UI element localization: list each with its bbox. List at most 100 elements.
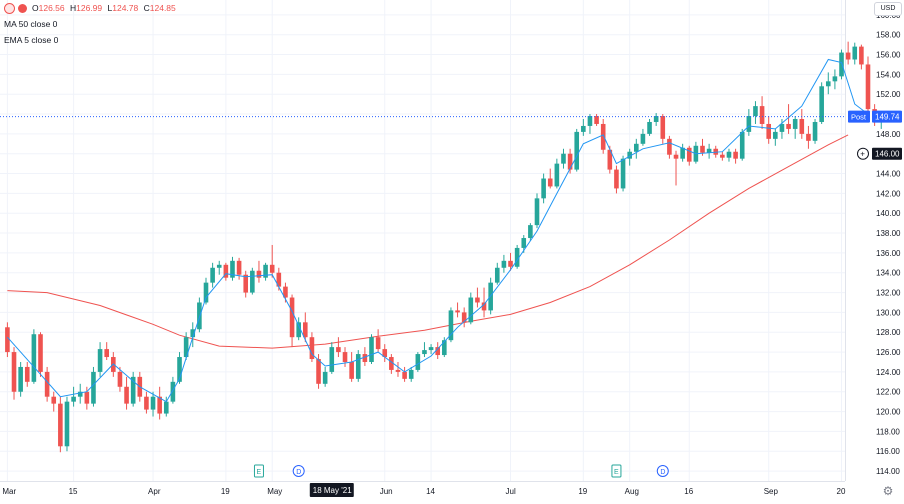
earnings-marker[interactable] <box>611 464 622 478</box>
post-label: Post <box>851 113 867 122</box>
candle-body <box>706 148 712 153</box>
candle-body <box>243 274 249 293</box>
crosshair-price-bg <box>872 147 902 160</box>
candle-body <box>124 386 129 404</box>
x-tick-label: 20 <box>837 487 846 496</box>
candle-body <box>97 349 103 372</box>
candle-body <box>567 153 573 170</box>
candle-body <box>250 270 255 293</box>
candle-body <box>144 396 149 410</box>
candle-body <box>673 154 679 159</box>
crosshair-date-label: 18 May '21 <box>313 486 352 495</box>
x-tick-label: Jun <box>380 487 393 496</box>
candle-body <box>779 123 785 132</box>
earnings-marker[interactable] <box>253 464 264 478</box>
candle-body <box>799 119 805 134</box>
x-tick-label: 19 <box>578 487 587 496</box>
candle-body <box>329 347 335 372</box>
post-value-label: 149.74 <box>875 113 900 122</box>
gear-icon[interactable]: ⚙ <box>882 484 894 498</box>
candle-body <box>726 151 732 158</box>
crosshair-price-label: 146.00 <box>875 150 900 159</box>
candle-body <box>362 354 368 362</box>
candle-body <box>289 297 295 338</box>
indicator-ema5[interactable]: EMA 5 close 0 <box>4 35 59 45</box>
y-tick-label: 138.00 <box>876 229 901 238</box>
candle-body <box>859 46 864 65</box>
chart-legend: O126.56 H126.99 L124.78 C124.85 MA 50 cl… <box>0 0 179 48</box>
candle-body <box>303 322 308 338</box>
indicator-ma50[interactable]: MA 50 close 0 <box>4 19 58 29</box>
currency-button[interactable]: USD <box>874 2 902 16</box>
candle-body <box>283 286 288 298</box>
candle-body <box>422 350 427 355</box>
candle-body <box>614 169 619 189</box>
candle-body <box>210 267 215 283</box>
candle-body <box>468 297 474 323</box>
candle-body <box>753 106 758 117</box>
candle-body <box>647 121 652 134</box>
candle-body <box>18 366 23 392</box>
dividend-marker[interactable] <box>292 465 305 477</box>
candle-body <box>481 302 487 311</box>
y-tick-label: 154.00 <box>876 70 901 79</box>
candle-body <box>839 52 844 77</box>
add-alert-button[interactable] <box>857 147 869 160</box>
y-tick-label: 134.00 <box>876 269 901 278</box>
plus-icon[interactable]: + <box>860 150 865 159</box>
y-tick-label: 142.00 <box>876 189 901 198</box>
candle-body <box>183 337 189 358</box>
candle-body <box>64 401 70 447</box>
candle-body <box>150 396 156 410</box>
candle-body <box>660 116 666 139</box>
y-tick-label: 124.00 <box>876 368 901 377</box>
x-tick-label: Mar <box>2 487 16 496</box>
candle-body <box>581 125 586 132</box>
y-tick-label: 122.00 <box>876 388 901 397</box>
candle-body <box>812 121 818 141</box>
candle-body <box>309 337 315 360</box>
candle-body <box>369 337 374 362</box>
candle-body <box>51 396 57 404</box>
eye-icon[interactable] <box>4 2 15 14</box>
candle-body <box>71 396 76 402</box>
candle-body <box>594 116 599 124</box>
ohlc-row: O126.56 H126.99 L124.78 C124.85 <box>0 0 179 16</box>
y-tick-label: 126.00 <box>876 348 901 357</box>
candle-body <box>494 267 500 283</box>
candle-body <box>130 376 136 404</box>
candle-body <box>680 147 685 159</box>
candle-body <box>402 371 407 379</box>
x-tick-label: 16 <box>684 487 693 496</box>
candle-body <box>845 52 851 60</box>
candle-body <box>84 391 90 404</box>
candle-body <box>508 260 513 267</box>
candle-body <box>547 178 553 187</box>
candle-body <box>269 264 275 273</box>
candle-body <box>256 270 262 278</box>
candle-body <box>190 329 196 338</box>
candle-body <box>806 133 811 141</box>
candle-body <box>44 371 50 397</box>
candle-body <box>428 347 434 351</box>
candle-body <box>461 312 467 323</box>
candle-body <box>766 123 771 139</box>
candle-body <box>852 46 858 60</box>
candle-body <box>653 116 659 122</box>
candle-body <box>514 247 520 267</box>
x-tick-label: Aug <box>625 487 639 496</box>
x-tick-label: Apr <box>148 487 161 496</box>
candle-body <box>739 131 745 159</box>
dividend-marker[interactable] <box>656 465 669 477</box>
x-tick-label: Jul <box>506 487 516 496</box>
x-tick-label: Sep <box>764 487 779 496</box>
candle-body <box>746 116 752 132</box>
ma50-line <box>7 134 849 349</box>
crosshair-date-bg <box>309 483 354 497</box>
candle-body <box>58 403 63 447</box>
close-value: 124.85 <box>149 3 176 13</box>
candle-body <box>600 123 606 150</box>
candle-body <box>216 264 222 268</box>
candle-body <box>203 282 209 303</box>
